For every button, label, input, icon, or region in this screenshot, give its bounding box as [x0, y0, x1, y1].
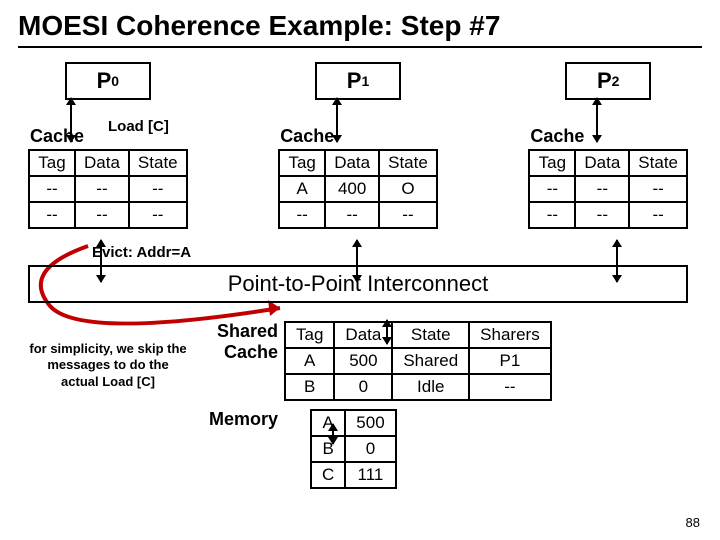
interconnect-box: Point-to-Point Interconnect: [28, 265, 688, 303]
memory-label: Memory: [198, 409, 278, 430]
evict-label: Evict: Addr=A: [92, 244, 191, 261]
processor-row: P0 Cache TagDataState ------ ------ P1 C…: [28, 62, 688, 229]
memory-table: A500 B0 C111: [310, 409, 397, 489]
cache-table-2: TagDataState ------ ------: [528, 149, 688, 229]
proc-col-1: P1 Cache TagDataState A400O ------: [278, 62, 438, 229]
proc-box-1: P1: [315, 62, 401, 100]
shared-cache-table: TagDataStateSharers A500SharedP1 B0Idle-…: [284, 321, 552, 401]
bottom-row: for simplicity, we skip the messages to …: [28, 321, 702, 489]
interconnect-label: Point-to-Point Interconnect: [228, 271, 488, 297]
arrow-p1-cache: [336, 98, 338, 142]
cache-table-0: TagDataState ------ ------: [28, 149, 188, 229]
proc-box-2: P2: [565, 62, 651, 100]
proc-col-2: P2 Cache TagDataState ------ ------: [528, 62, 688, 229]
simplicity-note: for simplicity, we skip the messages to …: [28, 341, 188, 390]
page-number: 88: [686, 515, 700, 530]
arrow-p0-cache: [70, 98, 72, 142]
page-title: MOESI Coherence Example: Step #7: [18, 10, 702, 42]
shared-area: Shared Cache TagDataStateSharers A500Sha…: [198, 321, 552, 489]
cache-table-1: TagDataState A400O ------: [278, 149, 438, 229]
load-c-label: Load [C]: [108, 118, 169, 135]
arrow-p2-cache: [596, 98, 598, 142]
arrow-bus-shared: [386, 320, 388, 344]
title-underline: [18, 46, 702, 48]
shared-cache-label: Shared Cache: [198, 321, 278, 362]
arrow-shared-memory: [332, 424, 334, 444]
cache-label-1: Cache: [280, 126, 334, 147]
cache-label-2: Cache: [530, 126, 584, 147]
proc-col-0: P0 Cache TagDataState ------ ------: [28, 62, 188, 229]
proc-box-0: P0: [65, 62, 151, 100]
